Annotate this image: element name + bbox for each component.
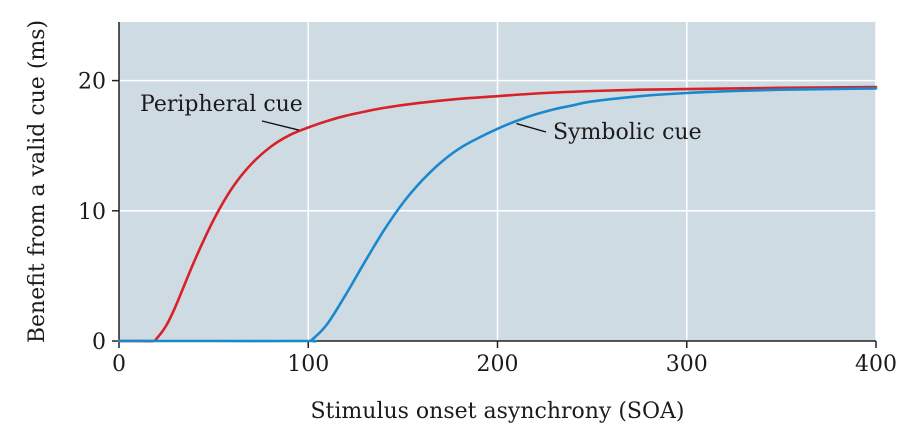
series-lines <box>117 85 878 343</box>
series-line-0 <box>117 85 878 343</box>
x-tick-label: 200 <box>477 352 519 377</box>
annotations: Peripheral cue Symbolic cue <box>140 92 702 145</box>
x-tick-label: 0 <box>112 352 126 377</box>
x-tick-label: 300 <box>666 352 708 377</box>
annotation-leader-line <box>516 122 547 133</box>
x-tick-label: 100 <box>287 352 329 377</box>
y-tick-label: 10 <box>78 200 106 225</box>
series-line-1 <box>117 87 878 343</box>
y-axis-title: Benefit from a valid cue (ms) <box>25 20 50 343</box>
x-axis-title: Stimulus onset asynchrony (SOA) <box>310 399 684 424</box>
x-tick-label: 400 <box>855 352 897 377</box>
annotation-label: Symbolic cue <box>553 120 702 145</box>
annotation-label: Peripheral cue <box>140 92 303 117</box>
grid-lines <box>119 22 877 341</box>
y-tick-label: 20 <box>78 70 106 95</box>
annotation-leader-line <box>261 120 299 131</box>
y-tick-label: 0 <box>92 330 106 355</box>
